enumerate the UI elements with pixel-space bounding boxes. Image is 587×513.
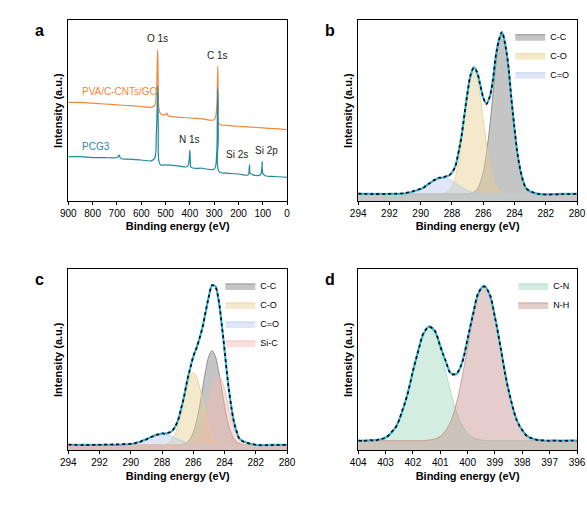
svg-text:396: 396 bbox=[569, 457, 586, 468]
svg-text:C=O: C=O bbox=[260, 319, 279, 329]
svg-text:Intensity (a.u.): Intensity (a.u.) bbox=[342, 73, 354, 148]
svg-text:400: 400 bbox=[459, 457, 476, 468]
svg-text:900: 900 bbox=[60, 208, 77, 219]
svg-text:284: 284 bbox=[506, 208, 523, 219]
svg-text:Binding energy (eV): Binding energy (eV) bbox=[126, 220, 230, 232]
svg-text:PVA/C-CNTs/GO: PVA/C-CNTs/GO bbox=[82, 86, 158, 97]
svg-text:C-N: C-N bbox=[553, 281, 569, 291]
svg-text:397: 397 bbox=[541, 457, 558, 468]
svg-text:280: 280 bbox=[279, 457, 296, 468]
svg-text:C-O: C-O bbox=[260, 300, 277, 310]
svg-text:403: 403 bbox=[377, 457, 394, 468]
svg-text:N-H: N-H bbox=[553, 300, 569, 310]
svg-text:Binding energy (eV): Binding energy (eV) bbox=[416, 470, 520, 482]
svg-text:401: 401 bbox=[432, 457, 449, 468]
svg-text:C-C: C-C bbox=[550, 32, 566, 42]
svg-text:290: 290 bbox=[412, 208, 429, 219]
svg-text:294: 294 bbox=[60, 457, 77, 468]
svg-text:Binding energy (eV): Binding energy (eV) bbox=[126, 470, 230, 482]
svg-text:402: 402 bbox=[405, 457, 422, 468]
svg-text:a: a bbox=[35, 22, 44, 39]
svg-text:404: 404 bbox=[350, 457, 367, 468]
svg-text:280: 280 bbox=[569, 208, 586, 219]
svg-text:b: b bbox=[325, 22, 335, 39]
svg-text:399: 399 bbox=[487, 457, 504, 468]
svg-text:200: 200 bbox=[230, 208, 247, 219]
svg-text:284: 284 bbox=[216, 457, 233, 468]
svg-text:C 1s: C 1s bbox=[207, 50, 228, 61]
svg-text:288: 288 bbox=[154, 457, 171, 468]
svg-text:Si-C: Si-C bbox=[260, 338, 278, 348]
svg-text:286: 286 bbox=[185, 457, 202, 468]
svg-text:286: 286 bbox=[475, 208, 492, 219]
svg-text:PCG3: PCG3 bbox=[82, 141, 110, 152]
svg-text:Intensity (a.u.): Intensity (a.u.) bbox=[342, 322, 354, 397]
svg-text:100: 100 bbox=[254, 208, 271, 219]
svg-text:500: 500 bbox=[157, 208, 174, 219]
svg-text:800: 800 bbox=[84, 208, 101, 219]
svg-text:C=O: C=O bbox=[550, 70, 569, 80]
svg-text:288: 288 bbox=[444, 208, 461, 219]
svg-text:294: 294 bbox=[350, 208, 367, 219]
svg-text:400: 400 bbox=[182, 208, 199, 219]
svg-text:O 1s: O 1s bbox=[147, 33, 168, 44]
svg-text:Intensity (a.u.): Intensity (a.u.) bbox=[52, 73, 64, 148]
svg-text:700: 700 bbox=[109, 208, 126, 219]
svg-text:Si 2p: Si 2p bbox=[255, 145, 278, 156]
svg-text:282: 282 bbox=[537, 208, 554, 219]
svg-text:C-C: C-C bbox=[260, 281, 276, 291]
svg-text:c: c bbox=[35, 271, 44, 288]
svg-text:N 1s: N 1s bbox=[179, 134, 200, 145]
svg-text:292: 292 bbox=[381, 208, 398, 219]
svg-text:282: 282 bbox=[247, 457, 264, 468]
svg-text:Si 2s: Si 2s bbox=[226, 149, 248, 160]
svg-text:292: 292 bbox=[91, 457, 108, 468]
svg-text:Binding energy (eV): Binding energy (eV) bbox=[416, 220, 520, 232]
svg-text:Intensity (a.u.): Intensity (a.u.) bbox=[52, 322, 64, 397]
svg-text:0: 0 bbox=[284, 208, 290, 219]
svg-text:300: 300 bbox=[206, 208, 223, 219]
svg-text:C-O: C-O bbox=[550, 51, 567, 61]
svg-text:d: d bbox=[325, 271, 335, 288]
svg-text:290: 290 bbox=[122, 457, 139, 468]
svg-text:398: 398 bbox=[514, 457, 531, 468]
svg-text:600: 600 bbox=[133, 208, 150, 219]
